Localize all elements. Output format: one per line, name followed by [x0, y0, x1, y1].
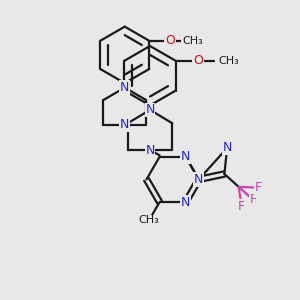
Text: O: O: [193, 54, 203, 67]
Text: F: F: [238, 200, 245, 212]
Text: O: O: [165, 34, 175, 47]
Text: F: F: [254, 181, 262, 194]
Text: N: N: [181, 150, 190, 163]
Text: CH₃: CH₃: [139, 215, 160, 225]
Text: F: F: [250, 193, 257, 206]
Text: N: N: [120, 81, 129, 94]
Text: N: N: [145, 143, 155, 157]
Text: N: N: [194, 173, 203, 186]
Text: N: N: [181, 196, 190, 208]
Text: N: N: [145, 103, 155, 116]
Text: N: N: [120, 118, 129, 131]
Text: N: N: [222, 142, 232, 154]
Text: CH₃: CH₃: [182, 36, 203, 46]
Text: CH₃: CH₃: [219, 56, 240, 66]
